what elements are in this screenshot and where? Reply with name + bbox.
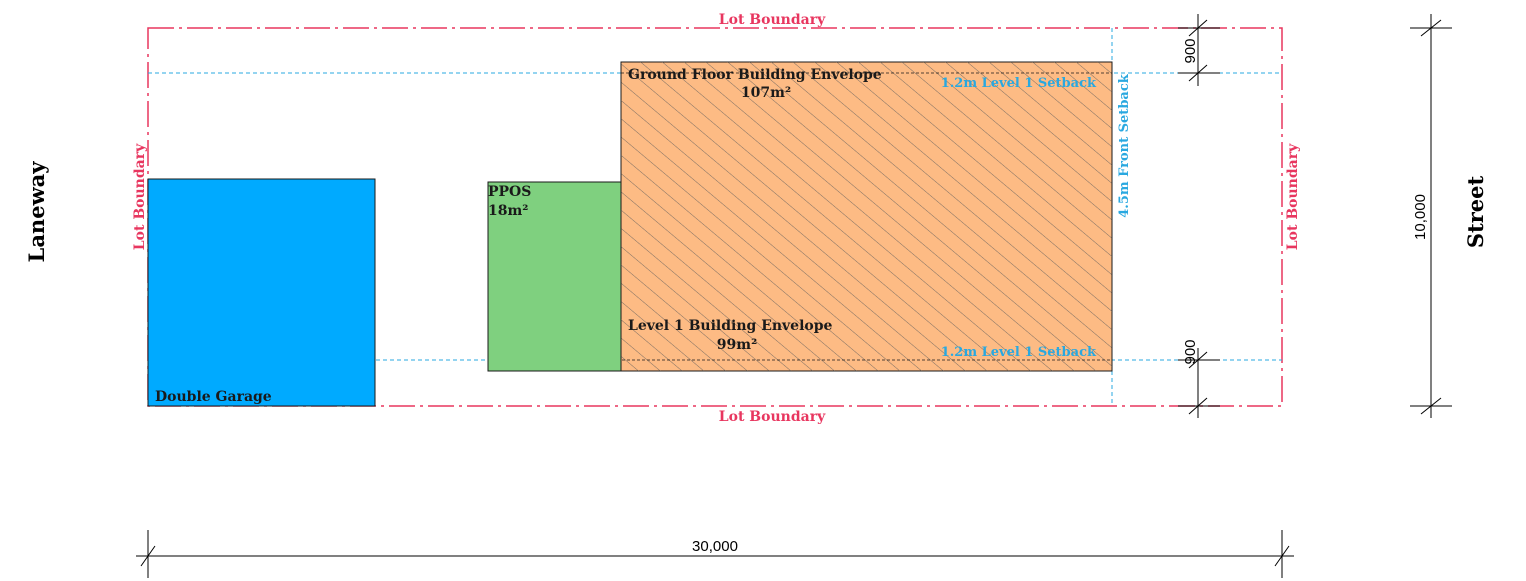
lot-boundary-label-left: Lot Boundary <box>132 143 148 250</box>
level1-setback-label-top: 1.2m Level 1 Setback <box>941 76 1097 91</box>
street-label: Street <box>1463 176 1488 249</box>
lot-boundary-label-bottom: Lot Boundary <box>719 409 826 425</box>
lot-boundary-label-top: Lot Boundary <box>719 12 826 28</box>
level1-label: Level 1 Building Envelope <box>628 318 833 334</box>
garage-label: Double Garage <box>155 389 272 405</box>
ppos-area-value: 18m² <box>488 203 528 219</box>
level1-area-value: 99m² <box>717 337 757 353</box>
side-setback-dimension <box>1178 14 1220 418</box>
level1-setback-label-bottom: 1.2m Level 1 Setback <box>941 345 1097 360</box>
width-dimension <box>136 530 1294 578</box>
lot-boundary-label-right: Lot Boundary <box>1285 143 1301 250</box>
double-garage-area <box>147 178 376 407</box>
depth-dimension-label: 10,000 <box>1412 194 1429 240</box>
ppos-area <box>487 181 622 372</box>
ground-floor-area-value: 107m² <box>741 85 791 101</box>
depth-dimension <box>1410 14 1452 418</box>
side-setback-label-top: 900 <box>1182 38 1199 63</box>
level1-envelope <box>620 72 1113 361</box>
front-setback-label: 4.5m Front Setback <box>1117 73 1132 217</box>
envelope-hatch <box>621 62 1112 371</box>
lot-boundary <box>147 27 1283 407</box>
ppos-label: PPOS <box>488 184 531 200</box>
laneway-label: Laneway <box>24 161 49 263</box>
side-setback-label-bottom: 900 <box>1182 339 1199 364</box>
ground-floor-label: Ground Floor Building Envelope <box>628 67 882 83</box>
width-dimension-label: 30,000 <box>692 538 738 555</box>
